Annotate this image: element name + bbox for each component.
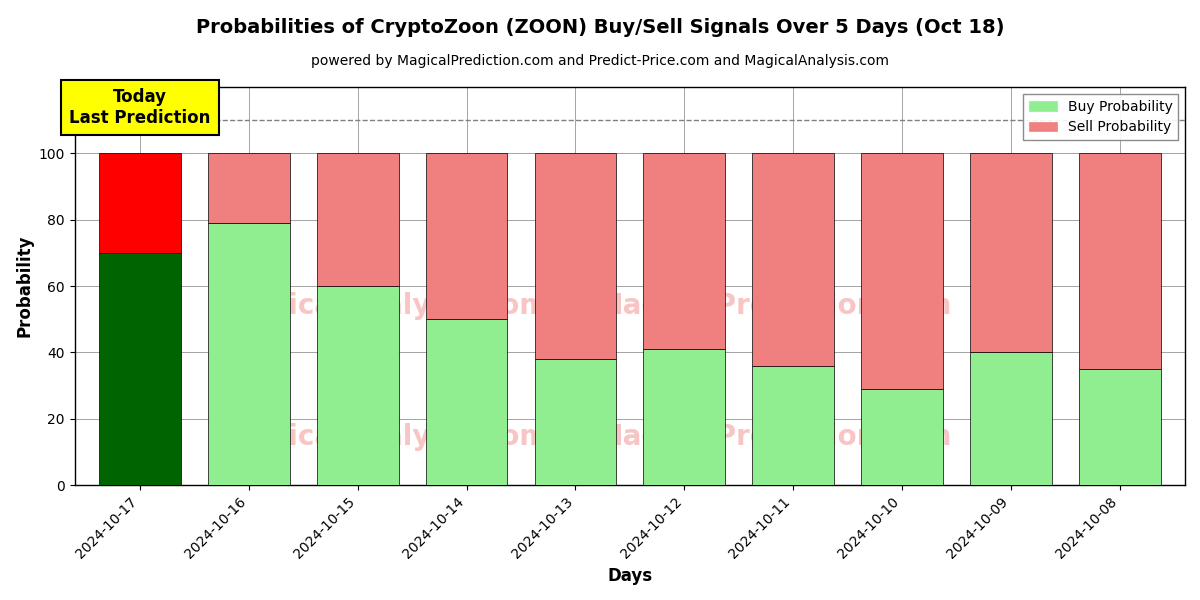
Text: MagicalAnalysis.com: MagicalAnalysis.com [222,292,548,320]
Bar [970,154,1051,352]
Bar [752,366,834,485]
Bar [100,253,181,485]
Bar [1079,369,1160,485]
Bar [317,286,398,485]
Bar [862,389,943,485]
Bar [1079,154,1160,369]
Text: MagicalPrediction.com: MagicalPrediction.com [596,292,953,320]
Bar [862,154,943,389]
Bar [426,154,508,319]
Bar [970,352,1051,485]
Text: Probabilities of CryptoZoon (ZOON) Buy/Sell Signals Over 5 Days (Oct 18): Probabilities of CryptoZoon (ZOON) Buy/S… [196,18,1004,37]
Bar [208,223,289,485]
Text: Today
Last Prediction: Today Last Prediction [70,88,211,127]
Y-axis label: Probability: Probability [16,235,34,337]
Bar [317,154,398,286]
Bar [534,154,617,359]
Bar [100,154,181,253]
Text: MagicalPrediction.com: MagicalPrediction.com [596,424,953,451]
X-axis label: Days: Days [607,567,653,585]
Bar [426,319,508,485]
Legend: Buy Probability, Sell Probability: Buy Probability, Sell Probability [1024,94,1178,140]
Bar [752,154,834,366]
Bar [643,349,725,485]
Bar [534,359,617,485]
Bar [643,154,725,349]
Text: MagicalAnalysis.com: MagicalAnalysis.com [222,424,548,451]
Text: powered by MagicalPrediction.com and Predict-Price.com and MagicalAnalysis.com: powered by MagicalPrediction.com and Pre… [311,54,889,68]
Bar [208,154,289,223]
